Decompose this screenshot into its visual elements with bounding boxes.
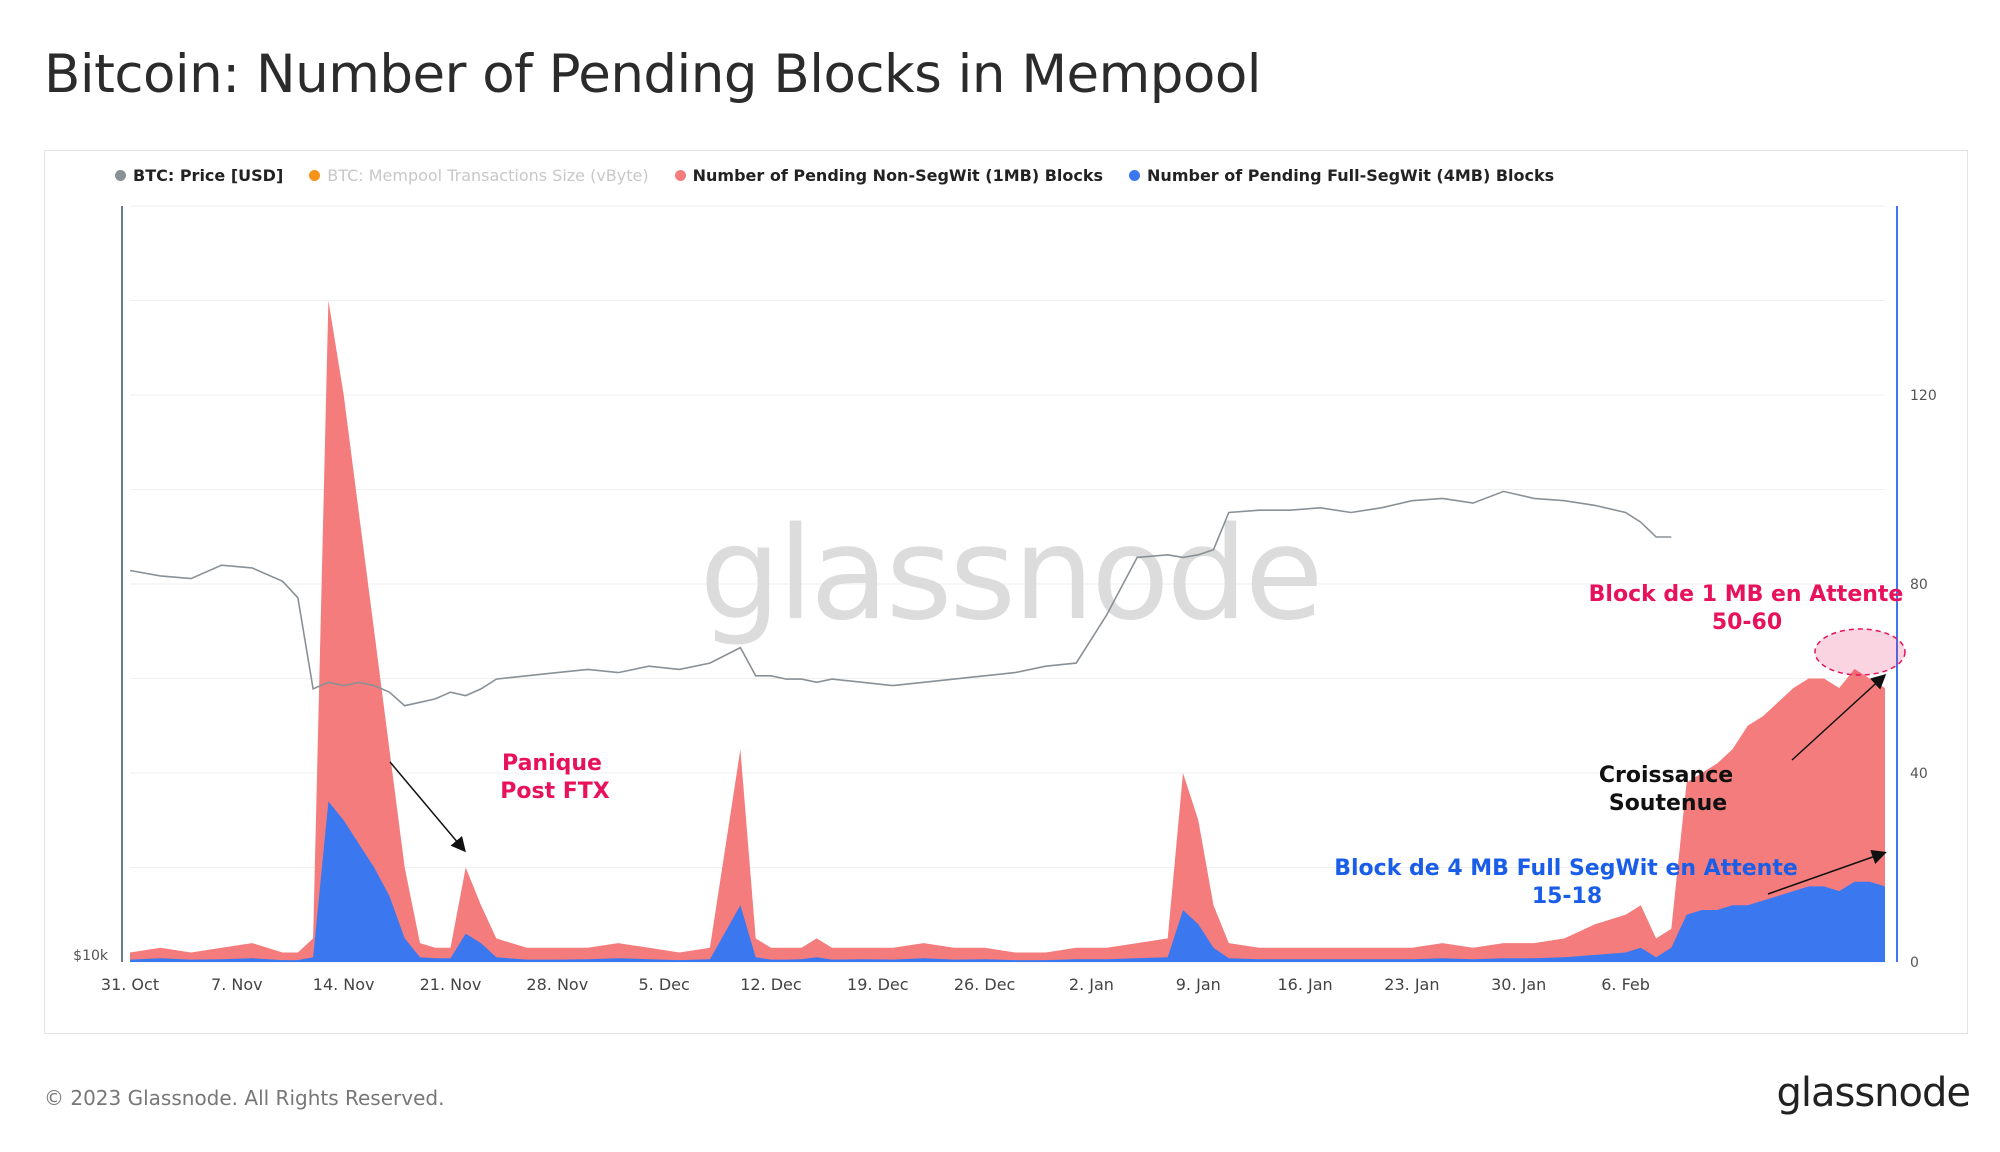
footer-copyright: © 2023 Glassnode. All Rights Reserved. (44, 1086, 445, 1110)
annotation-growth-line2: Soutenue (1609, 791, 1727, 816)
legend-dot-price (115, 170, 126, 181)
x-tick-label: 31. Oct (101, 975, 159, 994)
annotation-panic-line1: Panique (502, 751, 602, 776)
y-tick-label: 80 (1910, 577, 1928, 593)
price-line (129, 490, 1672, 707)
legend-item-price[interactable]: BTC: Price [USD] (115, 166, 283, 185)
annotation-4mb-line2: 15-18 (1532, 884, 1602, 909)
x-tick-label: 12. Dec (740, 975, 802, 994)
x-tick-label: 5. Dec (638, 975, 689, 994)
y-axis-ticks: 0 40 80 120 (1910, 388, 1937, 971)
annotation-growth: Croissance Soutenue (1599, 763, 1733, 816)
x-tick-label: 19. Dec (847, 975, 909, 994)
annotation-4mb-line1: Block de 4 MB Full SegWit en Attente (1334, 856, 1798, 881)
annotation-panic-line2: Post FTX (500, 779, 610, 804)
area-fullsegwit (130, 801, 1885, 962)
y-tick-label: 40 (1910, 766, 1928, 782)
legend-item-mempool-size[interactable]: BTC: Mempool Transactions Size (vByte) (309, 166, 649, 185)
annotation-1mb-ellipse (1814, 628, 1906, 676)
annotation-panic: Panique Post FTX (500, 751, 610, 804)
annotation-4mb-arrow (1767, 849, 1887, 895)
legend-label-price: BTC: Price [USD] (133, 166, 284, 185)
y-tick-label: 120 (1910, 388, 1937, 404)
x-tick-label: 6. Feb (1601, 975, 1650, 994)
legend-label-nonsegwit: Number of Pending Non-SegWit (1MB) Block… (692, 166, 1104, 185)
page-title: Bitcoin: Number of Pending Blocks in Mem… (44, 44, 1262, 105)
legend-label-mempool-size: BTC: Mempool Transactions Size (vByte) (327, 166, 649, 185)
annotation-4mb: Block de 4 MB Full SegWit en Attente 15-… (1334, 856, 1798, 909)
area-series (130, 300, 1885, 962)
legend-item-nonsegwit[interactable]: Number of Pending Non-SegWit (1MB) Block… (674, 166, 1104, 185)
legend-label-fullsegwit: Number of Pending Full-SegWit (4MB) Bloc… (1147, 166, 1555, 185)
annotation-1mb-line2: 50-60 (1712, 610, 1782, 635)
x-tick-label: 7. Nov (211, 975, 263, 994)
x-tick-label: 16. Jan (1277, 975, 1332, 994)
legend-dot-mempool-size (309, 170, 321, 181)
annotation-1mb-line1: Block de 1 MB en Attente (1589, 582, 1904, 607)
price-series (129, 490, 1672, 707)
x-axis-ticks: 31. Oct 7. Nov 14. Nov 21. Nov 28. Nov 5. Dec… (101, 975, 1650, 994)
x-tick-label: 21. Nov (420, 975, 482, 994)
legend-item-fullsegwit[interactable]: Number of Pending Full-SegWit (4MB) Bloc… (1129, 166, 1554, 185)
legend-dot-nonsegwit (674, 170, 686, 181)
chart-frame (44, 150, 1968, 1034)
legend-dot-fullsegwit (1129, 170, 1141, 181)
x-tick-label: 2. Jan (1069, 975, 1114, 994)
annotation-panic-arrow (389, 761, 466, 853)
x-tick-label: 23. Jan (1384, 975, 1439, 994)
y-tick-label: 0 (1910, 955, 1919, 971)
watermark: glassnode (699, 500, 1320, 649)
left-axis-label-10k: $10k (73, 948, 109, 964)
footer-logo: glassnode (1776, 1070, 1971, 1116)
x-tick-label: 26. Dec (954, 975, 1016, 994)
annotation-1mb: Block de 1 MB en Attente 50-60 (1589, 582, 1904, 635)
area-nonsegwit (130, 300, 1885, 962)
x-tick-label: 28. Nov (526, 975, 588, 994)
x-tick-label: 9. Jan (1176, 975, 1221, 994)
x-tick-label: 30. Jan (1491, 975, 1546, 994)
annotation-growth-arrow (1791, 673, 1887, 761)
x-tick-label: 14. Nov (313, 975, 375, 994)
annotation-growth-line1: Croissance (1599, 763, 1733, 788)
legend: BTC: Price [USD] BTC: Mempool Transactio… (115, 166, 1554, 185)
